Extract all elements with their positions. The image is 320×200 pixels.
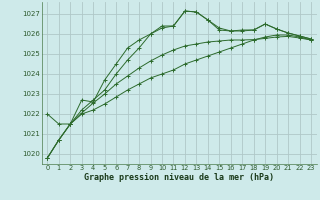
X-axis label: Graphe pression niveau de la mer (hPa): Graphe pression niveau de la mer (hPa) [84, 173, 274, 182]
